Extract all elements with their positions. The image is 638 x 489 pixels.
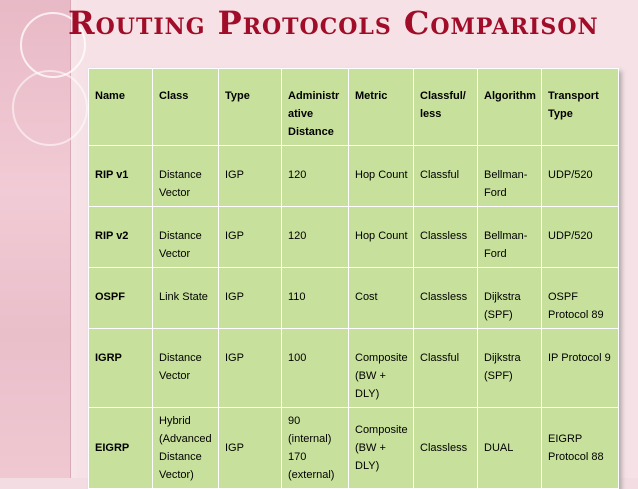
table-row: EIGRP Hybrid (Advanced Distance Vector) … bbox=[88, 407, 619, 489]
table-cell: Bellman-Ford bbox=[477, 206, 542, 268]
column-header: Transport Type bbox=[541, 68, 619, 146]
table-cell: Distance Vector bbox=[152, 328, 219, 408]
table-cell: 120 bbox=[281, 206, 349, 268]
table-cell: DUAL bbox=[477, 407, 542, 489]
table-cell: Classless bbox=[413, 206, 478, 268]
table-row: OSPF Link State IGP 110 Cost Classless D… bbox=[88, 267, 619, 329]
table-cell: IGP bbox=[218, 407, 282, 489]
column-header: Metric bbox=[348, 68, 414, 146]
table-cell: OSPF bbox=[88, 267, 153, 329]
column-header: Name bbox=[88, 68, 153, 146]
table-cell: Distance Vector bbox=[152, 145, 219, 207]
table-cell: 90 (internal) 170 (external) bbox=[281, 407, 349, 489]
table-cell: Dijkstra (SPF) bbox=[477, 267, 542, 329]
table-cell: Composite (BW + DLY) bbox=[348, 407, 414, 489]
table-cell: IGP bbox=[218, 328, 282, 408]
column-header: Administrative Distance bbox=[281, 68, 349, 146]
table-cell: UDP/520 bbox=[541, 145, 619, 207]
table-cell: Cost bbox=[348, 267, 414, 329]
table-cell: Hop Count bbox=[348, 145, 414, 207]
table-cell: Distance Vector bbox=[152, 206, 219, 268]
table-cell: Classless bbox=[413, 407, 478, 489]
column-header: Class bbox=[152, 68, 219, 146]
table-cell: EIGRP bbox=[88, 407, 153, 489]
decorative-circle bbox=[12, 70, 88, 146]
table-cell: Link State bbox=[152, 267, 219, 329]
column-header: Algorithm bbox=[477, 68, 542, 146]
table-cell: EIGRP Protocol 88 bbox=[541, 407, 619, 489]
table-cell: 120 bbox=[281, 145, 349, 207]
table-cell: Hop Count bbox=[348, 206, 414, 268]
table-cell: UDP/520 bbox=[541, 206, 619, 268]
table-cell: Dijkstra (SPF) bbox=[477, 328, 542, 408]
comparison-table: Name Class Type Administrative Distance … bbox=[88, 68, 619, 489]
column-header: Classful/ less bbox=[413, 68, 478, 146]
table-cell: RIP v2 bbox=[88, 206, 153, 268]
table-cell: 110 bbox=[281, 267, 349, 329]
table-cell: IGP bbox=[218, 206, 282, 268]
table-cell: Hybrid (Advanced Distance Vector) bbox=[152, 407, 219, 489]
table-cell: RIP v1 bbox=[88, 145, 153, 207]
table-cell: IGP bbox=[218, 267, 282, 329]
table-header-row: Name Class Type Administrative Distance … bbox=[88, 68, 619, 146]
table-cell: Composite (BW + DLY) bbox=[348, 328, 414, 408]
table-cell: OSPF Protocol 89 bbox=[541, 267, 619, 329]
table-cell: IP Protocol 9 bbox=[541, 328, 619, 408]
table-cell: Classful bbox=[413, 145, 478, 207]
table-cell: 100 bbox=[281, 328, 349, 408]
table-cell: IGP bbox=[218, 145, 282, 207]
table-cell: Classful bbox=[413, 328, 478, 408]
table-cell: Bellman-Ford bbox=[477, 145, 542, 207]
column-header: Type bbox=[218, 68, 282, 146]
table-cell: Classless bbox=[413, 267, 478, 329]
table-row: IGRP Distance Vector IGP 100 Composite (… bbox=[88, 328, 619, 408]
table-row: RIP v2 Distance Vector IGP 120 Hop Count… bbox=[88, 206, 619, 268]
slide-title: Routing Protocols Comparison bbox=[68, 4, 599, 42]
table-row: RIP v1 Distance Vector IGP 120 Hop Count… bbox=[88, 145, 619, 207]
table-cell: IGRP bbox=[88, 328, 153, 408]
